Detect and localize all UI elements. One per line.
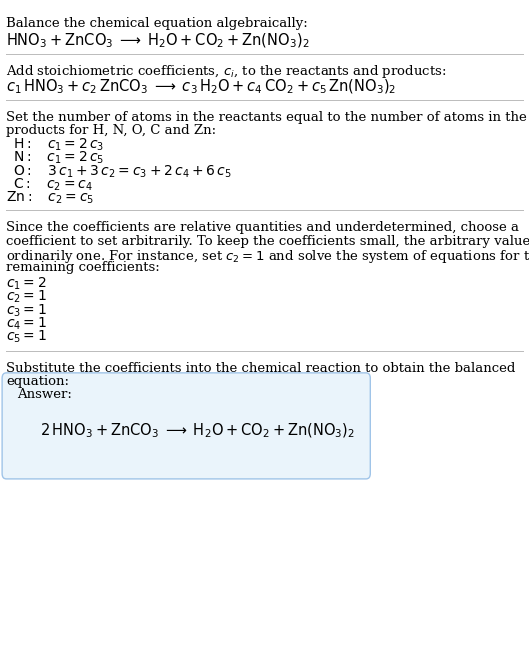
- Text: Add stoichiometric coefficients, $c_i$, to the reactants and products:: Add stoichiometric coefficients, $c_i$, …: [6, 63, 446, 80]
- Text: $c_1 = 2$: $c_1 = 2$: [6, 275, 47, 292]
- Text: coefficient to set arbitrarily. To keep the coefficients small, the arbitrary va: coefficient to set arbitrarily. To keep …: [6, 235, 529, 247]
- Text: $c_1\,\mathrm{HNO_3} + c_2\,\mathrm{ZnCO_3} \;\longrightarrow\; c_3\,\mathrm{H_2: $c_1\,\mathrm{HNO_3} + c_2\,\mathrm{ZnCO…: [6, 78, 397, 97]
- Text: $c_4 = 1$: $c_4 = 1$: [6, 315, 47, 332]
- Text: Set the number of atoms in the reactants equal to the number of atoms in the: Set the number of atoms in the reactants…: [6, 111, 527, 123]
- Text: $\mathrm{C{:}}\quad c_2 = c_4$: $\mathrm{C{:}}\quad c_2 = c_4$: [13, 177, 93, 193]
- FancyBboxPatch shape: [2, 373, 370, 479]
- Text: $c_3 = 1$: $c_3 = 1$: [6, 302, 47, 319]
- Text: Balance the chemical equation algebraically:: Balance the chemical equation algebraica…: [6, 17, 308, 30]
- Text: $\mathrm{O{:}}\quad 3\,c_1 + 3\,c_2 = c_3 + 2\,c_4 + 6\,c_5$: $\mathrm{O{:}}\quad 3\,c_1 + 3\,c_2 = c_…: [13, 163, 232, 180]
- Text: $c_5 = 1$: $c_5 = 1$: [6, 329, 47, 346]
- Text: remaining coefficients:: remaining coefficients:: [6, 261, 160, 274]
- Text: $2\,\mathrm{HNO_3} + \mathrm{ZnCO_3} \;\longrightarrow\; \mathrm{H_2O} + \mathrm: $2\,\mathrm{HNO_3} + \mathrm{ZnCO_3} \;\…: [40, 422, 355, 440]
- Text: ordinarily one. For instance, set $c_2 = 1$ and solve the system of equations fo: ordinarily one. For instance, set $c_2 =…: [6, 248, 529, 265]
- Text: $\mathrm{Zn{:}}\quad c_2 = c_5$: $\mathrm{Zn{:}}\quad c_2 = c_5$: [6, 190, 95, 207]
- Text: equation:: equation:: [6, 375, 69, 388]
- Text: $c_2 = 1$: $c_2 = 1$: [6, 289, 47, 305]
- Text: Answer:: Answer:: [17, 388, 72, 401]
- Text: $\mathrm{N{:}}\quad c_1 = 2\,c_5$: $\mathrm{N{:}}\quad c_1 = 2\,c_5$: [13, 150, 105, 167]
- Text: $\mathrm{H{:}}\quad c_1 = 2\,c_3$: $\mathrm{H{:}}\quad c_1 = 2\,c_3$: [13, 137, 105, 153]
- Text: Since the coefficients are relative quantities and underdetermined, choose a: Since the coefficients are relative quan…: [6, 221, 519, 234]
- Text: $\mathrm{HNO_3 + ZnCO_3 \;\longrightarrow\; H_2O + CO_2 + Zn(NO_3)_2}$: $\mathrm{HNO_3 + ZnCO_3 \;\longrightarro…: [6, 32, 310, 51]
- Text: Substitute the coefficients into the chemical reaction to obtain the balanced: Substitute the coefficients into the che…: [6, 362, 516, 374]
- Text: products for H, N, O, C and Zn:: products for H, N, O, C and Zn:: [6, 124, 216, 137]
